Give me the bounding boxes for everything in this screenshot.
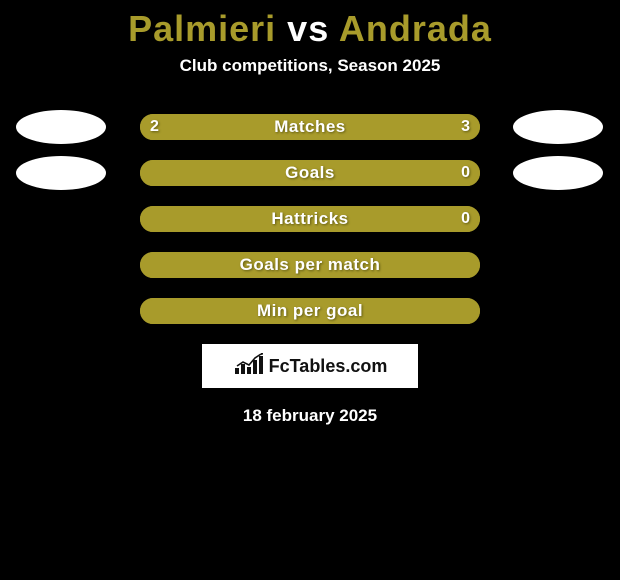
stat-bar: [140, 298, 480, 324]
title-separator: vs: [287, 8, 329, 49]
comparison-title: Palmieri vs Andrada: [0, 0, 620, 50]
stat-row: Goals per match: [0, 252, 620, 278]
team-badge-right: [513, 156, 603, 190]
stat-bar: [140, 114, 480, 140]
stat-bar: [140, 252, 480, 278]
stat-bar: [140, 160, 480, 186]
stat-bar-right-fill: [276, 114, 480, 140]
footer-date: 18 february 2025: [0, 406, 620, 426]
bar-chart-icon: [233, 353, 263, 380]
team-badge-left: [16, 110, 106, 144]
team-badge-left: [16, 156, 106, 190]
stat-bar-left-fill: [140, 298, 480, 324]
stat-row: Matches23: [0, 114, 620, 140]
stat-row: Hattricks0: [0, 206, 620, 232]
stat-row: Min per goal: [0, 298, 620, 324]
stat-row: Goals0: [0, 160, 620, 186]
stat-bar-left-fill: [140, 206, 480, 232]
team-badge-right: [513, 110, 603, 144]
player-right-name: Andrada: [339, 8, 492, 49]
brand-badge: FcTables.com: [202, 344, 418, 388]
brand-text: FcTables.com: [269, 356, 388, 377]
stat-bar-left-fill: [140, 252, 480, 278]
stat-bar-left-fill: [140, 114, 276, 140]
stat-bar: [140, 206, 480, 232]
subtitle: Club competitions, Season 2025: [0, 56, 620, 76]
player-left-name: Palmieri: [128, 8, 276, 49]
stat-rows: Matches23 Goals0 Hattricks0 Goals per match…: [0, 114, 620, 324]
stat-bar-left-fill: [140, 160, 480, 186]
